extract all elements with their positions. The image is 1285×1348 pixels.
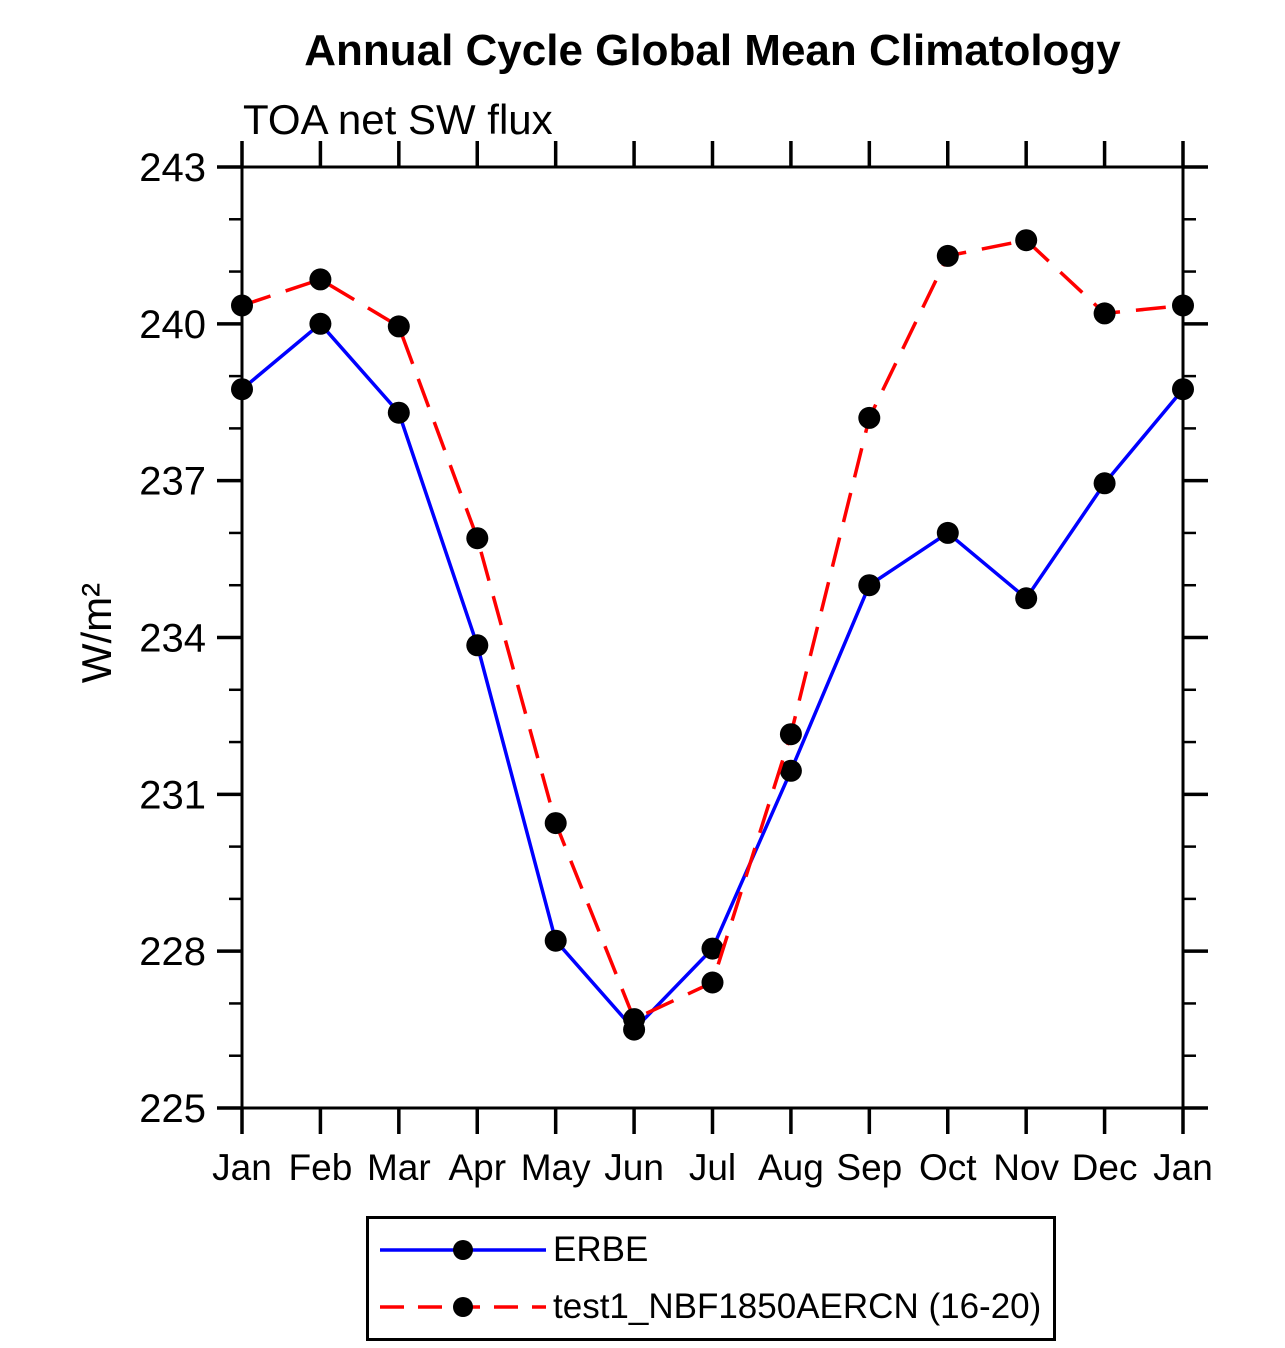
data-point-marker bbox=[936, 521, 959, 544]
x-tick-label: Jan bbox=[212, 1147, 272, 1188]
data-point-marker bbox=[544, 812, 567, 835]
legend-line-sample-test1 bbox=[380, 1297, 546, 1318]
y-tick-label: 225 bbox=[139, 1087, 206, 1131]
data-point-marker bbox=[544, 929, 567, 952]
y-axis-ticks: 225 228 231 234 237 240 243 bbox=[139, 146, 1208, 1131]
legend-entry-test1: test1_NBF1850AERCN (16-20) bbox=[377, 1287, 1049, 1327]
data-point-marker bbox=[701, 971, 724, 994]
data-point-marker bbox=[466, 634, 489, 657]
data-point-marker bbox=[1172, 294, 1194, 317]
data-point-marker bbox=[231, 378, 253, 401]
x-tick-label: Apr bbox=[448, 1147, 506, 1188]
series-erbe bbox=[231, 312, 1194, 1041]
x-tick-label: Aug bbox=[758, 1147, 824, 1188]
data-point-marker bbox=[466, 527, 489, 550]
x-tick-label: May bbox=[521, 1147, 591, 1188]
legend: ERBE test1_NBF1850AERCN (16-20) bbox=[366, 1216, 1056, 1341]
y-tick-label: 228 bbox=[139, 930, 206, 974]
legend-entry-erbe: ERBE bbox=[377, 1230, 1049, 1270]
data-point-marker bbox=[779, 723, 802, 746]
data-point-marker bbox=[309, 312, 332, 335]
data-point-marker bbox=[623, 1008, 646, 1031]
data-point-marker bbox=[387, 401, 410, 424]
legend-label-erbe: ERBE bbox=[553, 1229, 649, 1269]
x-axis-ticks: Jan Feb Mar Apr May Jun Jul Aug Sep Oct Nov Dec Jan bbox=[212, 141, 1213, 1188]
y-tick-label: 243 bbox=[139, 146, 206, 190]
data-point-marker bbox=[701, 937, 724, 960]
x-tick-label: Jun bbox=[604, 1147, 664, 1188]
data-point-marker bbox=[231, 294, 253, 317]
y-tick-label: 240 bbox=[139, 303, 206, 347]
data-point-marker bbox=[1172, 378, 1194, 401]
data-point-marker bbox=[779, 759, 802, 782]
data-point-marker bbox=[1015, 229, 1038, 252]
y-tick-label: 237 bbox=[139, 460, 206, 504]
chart-title: Annual Cycle Global Mean Climatology bbox=[304, 26, 1121, 75]
data-point-marker bbox=[936, 244, 959, 267]
data-point-marker bbox=[858, 406, 881, 429]
data-point-marker bbox=[309, 268, 332, 291]
data-point-marker bbox=[1093, 302, 1116, 325]
x-tick-label: Mar bbox=[367, 1147, 431, 1188]
data-point-marker bbox=[858, 574, 881, 597]
x-tick-label: Oct bbox=[919, 1147, 977, 1188]
legend-label-test1: test1_NBF1850AERCN (16-20) bbox=[553, 1287, 1042, 1327]
x-tick-label: Dec bbox=[1072, 1147, 1138, 1188]
data-point-marker bbox=[1093, 472, 1116, 495]
x-tick-label: Sep bbox=[836, 1147, 902, 1188]
series-test1 bbox=[231, 229, 1194, 1031]
legend-marker-dot-erbe bbox=[453, 1239, 473, 1260]
legend-marker-dot-test1 bbox=[453, 1297, 473, 1318]
x-tick-label: Feb bbox=[289, 1147, 353, 1188]
x-tick-label: Jul bbox=[689, 1147, 736, 1188]
axes-frame bbox=[240, 165, 1185, 1110]
data-point-marker bbox=[1015, 587, 1038, 610]
legend-line-sample-erbe bbox=[380, 1239, 546, 1260]
y-tick-label: 231 bbox=[139, 773, 206, 817]
x-tick-label: Jan bbox=[1153, 1147, 1213, 1188]
data-point-marker bbox=[387, 315, 410, 338]
chart-subtitle: TOA net SW flux bbox=[243, 96, 553, 143]
series-line bbox=[241, 238, 1184, 1022]
series-line bbox=[240, 321, 1185, 1033]
x-tick-label: Nov bbox=[993, 1147, 1059, 1188]
y-tick-label: 234 bbox=[139, 617, 206, 661]
